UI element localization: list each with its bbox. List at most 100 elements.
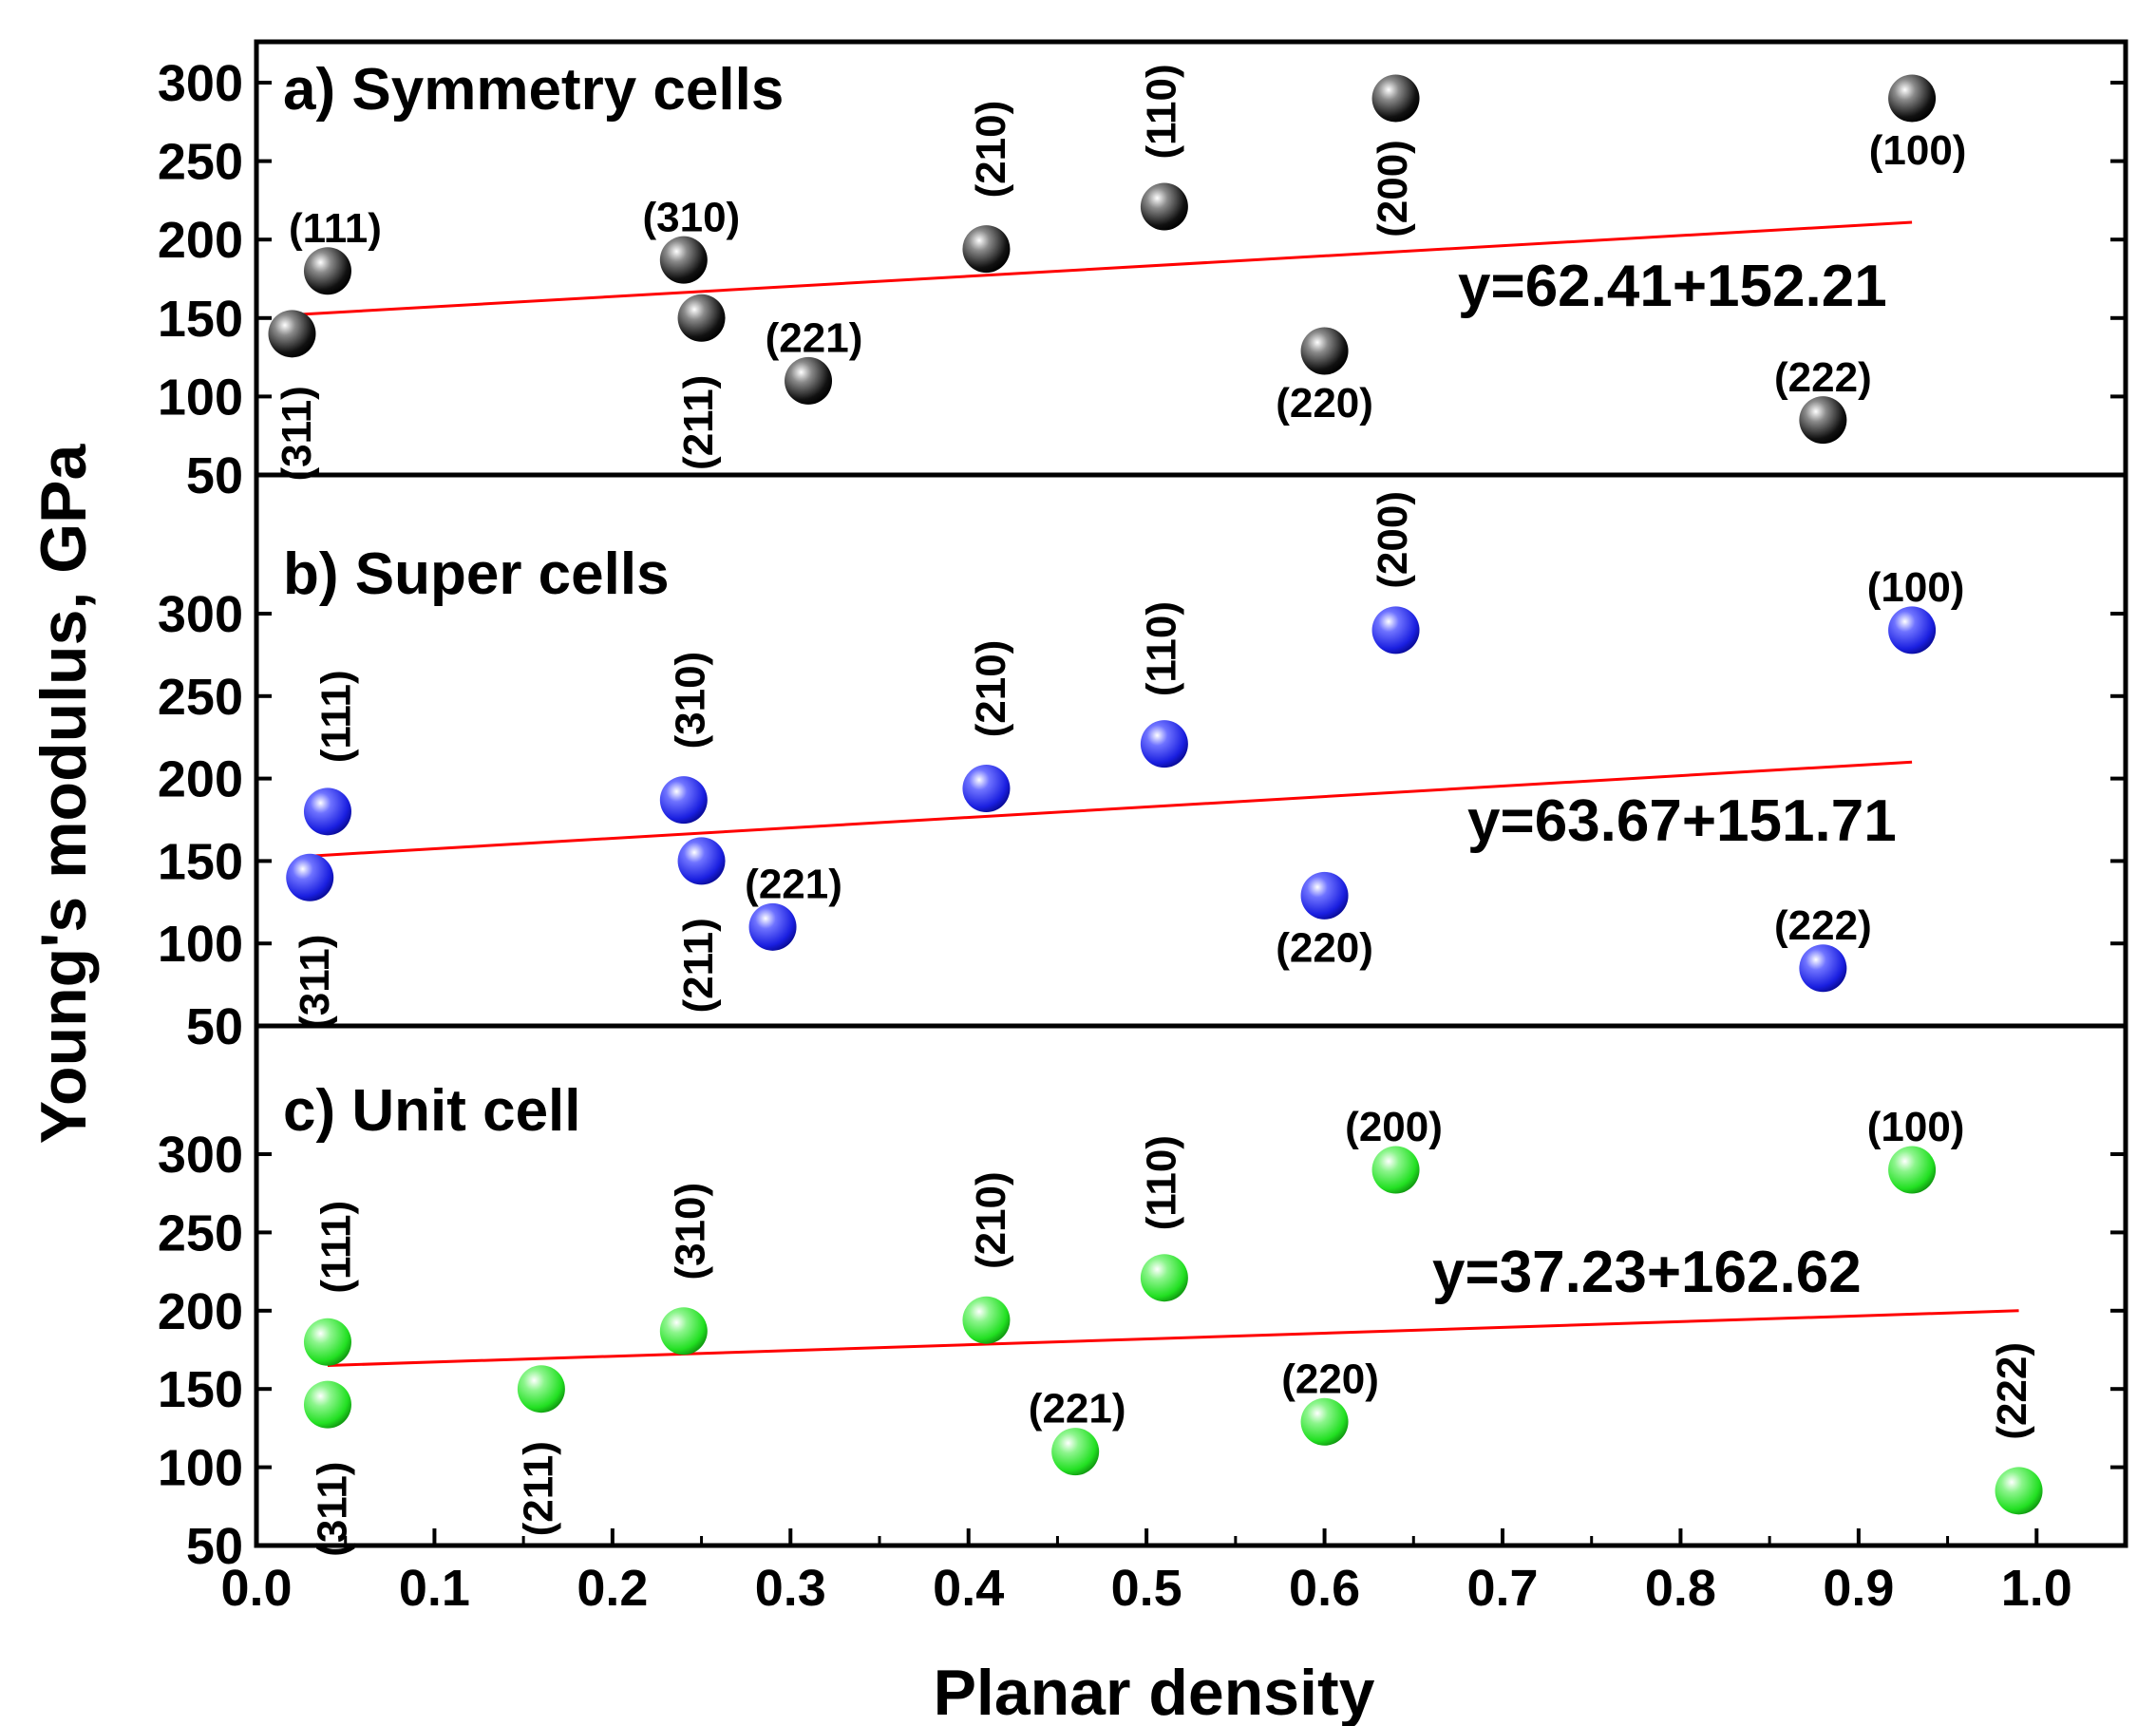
point-a-310 bbox=[659, 236, 708, 284]
y-tick-label-a-150: 150 bbox=[158, 291, 243, 348]
point-label-b-221: (221) bbox=[745, 861, 842, 907]
x-tick-label-0.0: 0.0 bbox=[220, 1560, 292, 1617]
point-b-111 bbox=[303, 787, 351, 836]
point-label-c-200: (200) bbox=[1345, 1104, 1443, 1150]
point-a-210 bbox=[962, 225, 1011, 274]
point-c-222 bbox=[1995, 1467, 2043, 1515]
point-label-a-310: (310) bbox=[642, 194, 740, 240]
point-label-a-210: (210) bbox=[968, 101, 1014, 199]
point-b-311 bbox=[286, 853, 334, 901]
y-tick-label-b-50: 50 bbox=[186, 998, 243, 1055]
point-label-c-211: (211) bbox=[516, 1441, 562, 1536]
point-b-100 bbox=[1888, 606, 1937, 654]
point-c-100 bbox=[1888, 1146, 1937, 1194]
point-b-110 bbox=[1140, 720, 1188, 768]
point-label-b-100: (100) bbox=[1867, 564, 1965, 611]
point-c-311 bbox=[303, 1380, 351, 1429]
y-tick-label-a-250: 250 bbox=[158, 134, 243, 191]
x-tick-label-1.0: 1.0 bbox=[2001, 1560, 2072, 1617]
point-label-a-200: (200) bbox=[1370, 140, 1416, 237]
y-tick-label-c-150: 150 bbox=[158, 1361, 243, 1418]
point-label-a-222: (222) bbox=[1774, 354, 1872, 401]
point-a-221 bbox=[785, 356, 833, 405]
y-tick-label-b-150: 150 bbox=[158, 833, 243, 890]
point-label-b-111: (111) bbox=[313, 670, 360, 763]
point-a-220 bbox=[1300, 327, 1349, 375]
point-label-b-210: (210) bbox=[968, 640, 1014, 738]
point-b-200 bbox=[1371, 606, 1420, 654]
y-tick-label-c-50: 50 bbox=[186, 1518, 243, 1575]
y-tick-label-b-200: 200 bbox=[158, 751, 243, 808]
y-tick-label-c-200: 200 bbox=[158, 1283, 243, 1340]
point-label-b-110: (110) bbox=[1139, 601, 1185, 696]
point-c-220 bbox=[1300, 1397, 1349, 1446]
point-label-a-100: (100) bbox=[1869, 127, 1967, 174]
point-b-210 bbox=[962, 765, 1011, 813]
x-tick-label-0.1: 0.1 bbox=[399, 1560, 470, 1617]
panel-a-fit-label: y=62.41+152.21 bbox=[1458, 254, 1887, 319]
point-c-221 bbox=[1051, 1428, 1100, 1476]
y-tick-label-c-300: 300 bbox=[158, 1127, 243, 1184]
y-tick-label-a-300: 300 bbox=[158, 55, 243, 112]
point-a-222 bbox=[1799, 396, 1847, 445]
point-label-b-220: (220) bbox=[1276, 924, 1373, 971]
x-tick-label-0.5: 0.5 bbox=[1111, 1560, 1182, 1617]
x-tick-label-0.7: 0.7 bbox=[1466, 1560, 1538, 1617]
point-label-b-222: (222) bbox=[1774, 902, 1872, 949]
panel-c-frame bbox=[254, 1023, 2128, 1548]
x-tick-label-0.8: 0.8 bbox=[1645, 1560, 1716, 1617]
panel-b-fit-label: y=63.67+151.71 bbox=[1467, 788, 1897, 854]
y-tick-label-c-250: 250 bbox=[158, 1204, 243, 1261]
fit-line-b bbox=[310, 760, 1913, 858]
point-c-200 bbox=[1371, 1146, 1420, 1194]
point-label-b-311: (311) bbox=[292, 935, 338, 1030]
point-label-a-110: (110) bbox=[1139, 64, 1185, 159]
point-label-b-211: (211) bbox=[675, 918, 722, 1013]
point-label-c-311: (311) bbox=[310, 1462, 356, 1557]
y-tick-label-a-50: 50 bbox=[186, 447, 243, 504]
point-a-111 bbox=[303, 247, 351, 295]
point-c-111 bbox=[303, 1318, 351, 1366]
point-label-c-220: (220) bbox=[1281, 1356, 1379, 1402]
point-b-310 bbox=[659, 776, 708, 825]
point-label-a-211: (211) bbox=[675, 375, 722, 470]
y-tick-label-a-100: 100 bbox=[158, 369, 243, 426]
point-a-311 bbox=[268, 310, 316, 358]
y-tick-label-a-200: 200 bbox=[158, 212, 243, 269]
point-c-210 bbox=[962, 1296, 1011, 1344]
point-label-c-310: (310) bbox=[667, 1183, 713, 1280]
point-a-200 bbox=[1371, 74, 1420, 123]
point-b-222 bbox=[1799, 944, 1847, 993]
point-b-221 bbox=[748, 902, 797, 951]
point-a-211 bbox=[677, 294, 726, 342]
panel-c-title: c) Unit cell bbox=[283, 1078, 581, 1144]
fit-line-c bbox=[327, 1309, 2019, 1367]
x-tick-label-0.2: 0.2 bbox=[577, 1560, 648, 1617]
point-c-310 bbox=[659, 1307, 708, 1356]
x-axis-title: Planar density bbox=[934, 1657, 1375, 1726]
point-label-a-111: (111) bbox=[289, 205, 382, 252]
panel-b-title: b) Super cells bbox=[283, 541, 670, 607]
x-tick-label-0.4: 0.4 bbox=[933, 1560, 1004, 1617]
x-tick-label-0.6: 0.6 bbox=[1289, 1560, 1360, 1617]
x-tick-label-0.3: 0.3 bbox=[755, 1560, 826, 1617]
point-label-c-210: (210) bbox=[968, 1171, 1014, 1269]
y-tick-label-c-100: 100 bbox=[158, 1440, 243, 1497]
point-label-b-200: (200) bbox=[1370, 491, 1416, 589]
panel-c-fit-label: y=37.23+162.62 bbox=[1432, 1240, 1862, 1305]
x-tick-label-0.9: 0.9 bbox=[1823, 1560, 1894, 1617]
y-tick-label-b-300: 300 bbox=[158, 586, 243, 643]
point-b-211 bbox=[677, 837, 726, 885]
point-a-110 bbox=[1140, 182, 1188, 231]
point-label-a-221: (221) bbox=[766, 315, 863, 362]
point-b-220 bbox=[1300, 871, 1349, 920]
point-label-c-110: (110) bbox=[1139, 1135, 1185, 1230]
point-a-100 bbox=[1888, 74, 1937, 123]
point-label-c-221: (221) bbox=[1029, 1386, 1126, 1432]
point-label-a-220: (220) bbox=[1276, 380, 1373, 427]
point-label-c-100: (100) bbox=[1867, 1104, 1965, 1150]
point-label-c-222: (222) bbox=[1989, 1342, 2035, 1440]
point-c-211 bbox=[517, 1365, 565, 1413]
point-label-b-310: (310) bbox=[667, 652, 713, 749]
